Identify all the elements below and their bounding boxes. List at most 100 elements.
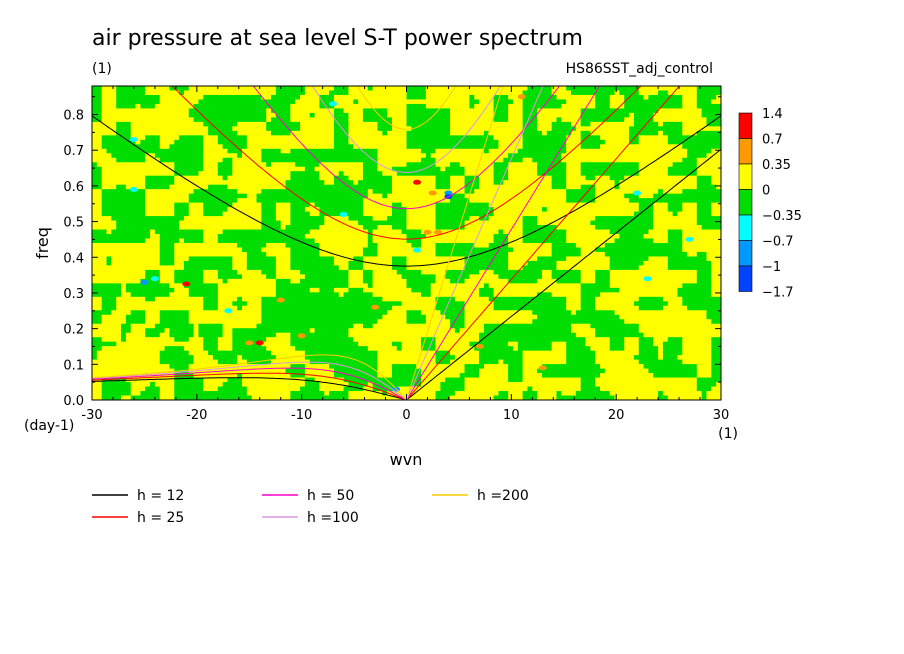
heatmap-cell [537,139,543,145]
heatmap-cell [464,108,470,114]
heatmap-cell [188,112,195,118]
heatmap-cell [179,234,185,240]
heatmap-cell [193,211,200,217]
heatmap-cell [193,171,200,177]
heatmap-cell [425,220,432,226]
heatmap-cell [154,135,161,141]
heatmap-cell [556,130,562,136]
heatmap-cell [227,229,233,235]
heatmap-cell [217,220,224,226]
heatmap-cell [372,157,379,163]
heatmap-cell [169,157,175,163]
heatmap-cell [353,121,359,127]
heatmap-cell [333,211,340,217]
heatmap-cell [145,251,151,258]
heatmap-cell [348,157,354,163]
heatmap-cell [188,103,195,110]
heatmap-cell [125,211,132,217]
heatmap-cell [159,135,166,141]
heatmap-cell [585,193,591,199]
heatmap-cell [304,94,311,101]
heatmap-cell [96,234,103,240]
heatmap-cell [135,243,141,249]
heatmap-cell [362,86,369,92]
heatmap-cell [261,175,267,181]
heatmap-cell [319,126,325,132]
heatmap-cell [624,198,630,204]
heatmap-cell [367,243,374,249]
heatmap-cell [377,108,383,114]
heatmap-cell [430,139,437,145]
heatmap-cell [372,193,379,199]
heatmap-cell [188,162,195,168]
heatmap-cell [237,99,243,105]
heatmap-cell [338,126,345,132]
heatmap-cell [208,157,214,163]
heatmap-cell [643,251,650,258]
heatmap-cell [188,139,195,145]
heatmap-cell [425,144,432,150]
heatmap-cell [541,157,548,163]
heatmap-cell [716,103,721,110]
heatmap-cell [503,238,509,244]
heatmap-cell [483,225,490,231]
heatmap-cell [382,157,388,163]
heatmap-cell [309,247,316,253]
heatmap-cell [512,94,519,101]
heatmap-cell [638,121,645,127]
heatmap-cell [517,112,524,118]
heatmap-cell [595,94,601,101]
heatmap-cell [459,94,466,101]
heatmap-cell [609,211,616,217]
heatmap-cell [498,162,504,168]
heatmap-cell [425,130,432,136]
heatmap-cell [367,251,374,258]
heatmap-cell [696,184,703,190]
heatmap-cell [624,166,630,172]
heatmap-cell [130,94,137,101]
heatmap-cell [653,243,659,249]
heatmap-cell [546,234,553,240]
heatmap-cell [585,153,591,159]
heatmap-cell [527,229,533,235]
heatmap-cell [629,126,635,132]
heatmap-cell [527,108,533,114]
heatmap-cell [333,171,340,177]
heatmap-cell [174,148,180,154]
heatmap-cell [624,94,630,101]
heatmap-cell [469,130,475,136]
heatmap-cell [493,94,500,101]
heatmap-cell [353,117,359,123]
heatmap-cell [372,94,379,101]
heatmap-cell [159,153,166,159]
heatmap-cell [159,243,166,249]
heatmap-cell [241,135,248,141]
heatmap-cell [96,247,103,253]
heatmap-cell [667,207,674,213]
heatmap-cell [198,225,204,231]
heatmap-cell [314,130,321,136]
heatmap-cell [629,103,635,110]
heatmap-cell [629,202,635,208]
heatmap-cell [696,135,703,141]
heatmap-cell [387,90,393,96]
heatmap-cell [285,184,291,190]
heatmap-cell [333,189,340,195]
heatmap-cell [493,135,500,141]
heatmap-cell [691,184,698,190]
heatmap-cell [333,108,340,114]
heatmap-cell [662,198,669,204]
heatmap-cell [232,94,238,101]
heatmap-cell [600,99,606,105]
heatmap-cell [121,157,127,163]
heatmap-cell [217,139,224,145]
heatmap-cell [614,157,620,163]
heatmap-cell [372,103,379,110]
heatmap-cell [333,121,340,127]
heatmap-cell [275,234,282,240]
heatmap-cell [624,117,630,123]
heatmap-cell [416,189,422,195]
heatmap-cell [527,94,533,101]
heatmap-cell [614,216,620,222]
heatmap-cell [633,139,640,145]
